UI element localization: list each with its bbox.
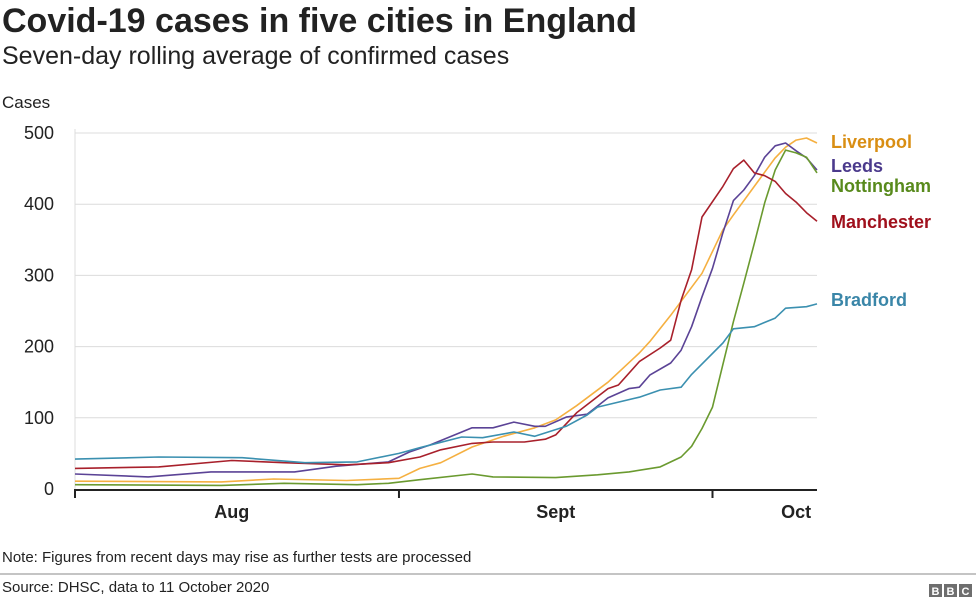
y-tick-label: 0 bbox=[44, 479, 54, 499]
bbc-logo-letter: C bbox=[962, 586, 970, 598]
bbc-logo-block bbox=[959, 584, 972, 597]
series-line-leeds bbox=[74, 142, 818, 478]
chart-subtitle: Seven-day rolling average of confirmed c… bbox=[2, 42, 509, 70]
y-axis-ticks: 0 100 200 300 400 500 bbox=[24, 123, 54, 499]
series-label-liverpool: Liverpool bbox=[831, 132, 912, 152]
series-line-bradford bbox=[74, 303, 818, 464]
gridlines bbox=[74, 129, 817, 489]
y-tick-label: 100 bbox=[24, 408, 54, 428]
x-tick-label: Sept bbox=[536, 502, 575, 522]
source-text: Source: DHSC, data to 11 October 2020 bbox=[2, 579, 269, 596]
bbc-logo-block bbox=[944, 584, 957, 597]
bbc-logo-letter: B bbox=[932, 586, 940, 598]
y-tick-label: 400 bbox=[24, 194, 54, 214]
y-tick-label: 300 bbox=[24, 265, 54, 285]
footnote: Note: Figures from recent days may rise … bbox=[2, 549, 471, 566]
bbc-logo-letter: B bbox=[947, 586, 955, 598]
series-line-manchester bbox=[74, 159, 818, 470]
x-tick-label: Aug bbox=[214, 502, 249, 522]
series-label-leeds: Leeds bbox=[831, 156, 883, 176]
y-tick-label: 200 bbox=[24, 337, 54, 357]
series-line-nottingham bbox=[74, 149, 818, 487]
y-axis-label: Cases bbox=[2, 93, 50, 112]
y-tick-label: 500 bbox=[24, 123, 54, 143]
chart-title: Covid-19 cases in five cities in England bbox=[2, 2, 637, 40]
series-label-nottingham: Nottingham bbox=[831, 176, 931, 196]
series-lines bbox=[74, 137, 818, 487]
bbc-logo-block bbox=[929, 584, 942, 597]
series-line-liverpool bbox=[74, 137, 818, 483]
series-label-bradford: Bradford bbox=[831, 290, 907, 310]
x-axis: Aug Sept Oct bbox=[74, 489, 817, 522]
x-tick-label: Oct bbox=[781, 502, 811, 522]
series-label-manchester: Manchester bbox=[831, 212, 931, 232]
